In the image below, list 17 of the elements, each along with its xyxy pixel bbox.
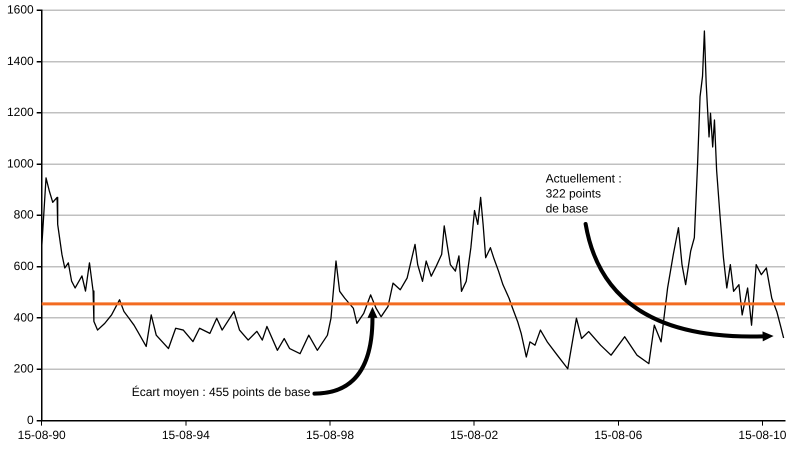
x-tick-label: 15-08-94 <box>162 428 210 442</box>
y-tick-label: 200 <box>14 362 34 376</box>
y-tick-label: 1400 <box>6 54 34 68</box>
y-tick-label: 600 <box>14 259 34 274</box>
y-tick-label: 1200 <box>6 105 34 120</box>
annotation: Actuellement : 322 points de base <box>546 171 622 216</box>
annotation: Écart moyen : 455 points de base <box>132 384 311 399</box>
x-tick-label: 15-08-98 <box>306 428 354 442</box>
y-tick-label: 0 <box>27 412 34 427</box>
y-tick-label: 400 <box>14 310 34 324</box>
x-tick-label: 15-08-02 <box>450 428 498 442</box>
x-tick-label: 15-08-06 <box>594 428 643 442</box>
y-tick-label: 1600 <box>6 2 34 17</box>
y-tick-label: 800 <box>14 208 34 222</box>
x-tick-label: 15-08-90 <box>18 428 66 442</box>
y-tick-label: 1000 <box>6 156 34 170</box>
x-tick-label: 15-08-10 <box>738 428 787 442</box>
